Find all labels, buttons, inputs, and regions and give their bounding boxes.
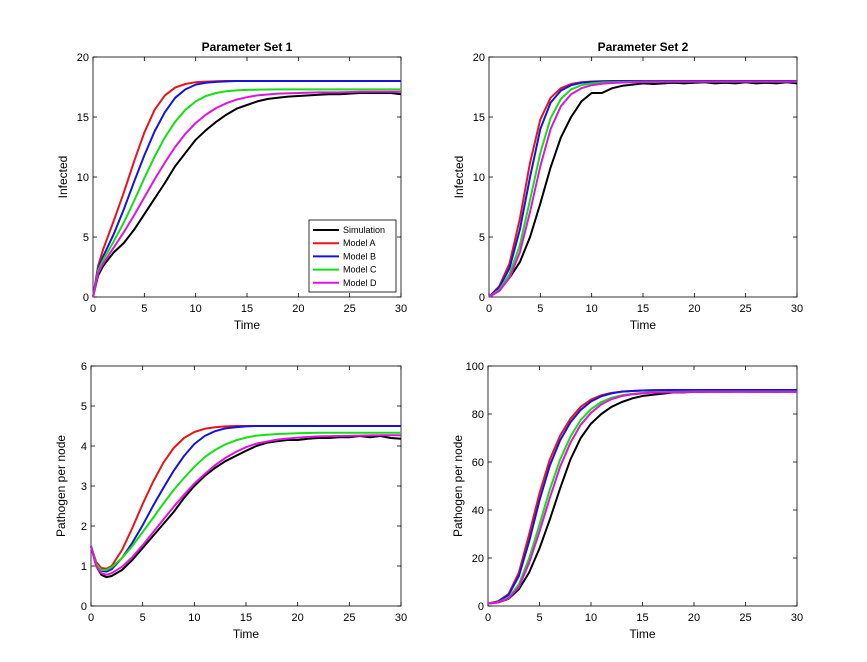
panel-title: Parameter Set 2	[598, 40, 689, 54]
x-axis-label: Time	[233, 627, 260, 641]
legend-label-model-a: Model A	[343, 238, 376, 248]
x-tick-label: 15	[241, 303, 253, 315]
x-tick-label: 0	[90, 303, 96, 315]
y-tick-label: 100	[466, 361, 484, 373]
x-tick-label: 0	[486, 303, 492, 315]
legend-label-simulation: Simulation	[343, 225, 385, 235]
series-line-model-b	[487, 389, 797, 605]
panel-title: Parameter Set 1	[202, 40, 293, 54]
y-tick-label: 20	[472, 553, 484, 565]
x-tick-label: 10	[586, 303, 598, 315]
legend: Simulation Model A Model B Model C Model…	[308, 219, 397, 293]
y-tick-label: 0	[478, 601, 484, 613]
x-tick-label: 20	[688, 612, 700, 624]
series-line-simulation	[90, 435, 402, 579]
x-tick-label: 30	[395, 303, 407, 315]
y-tick-label: 1	[81, 561, 87, 573]
x-tick-label: 25	[740, 303, 752, 315]
y-tick-label: 0	[479, 292, 485, 304]
series-line-model-b	[90, 425, 401, 573]
x-tick-label: 0	[88, 612, 94, 624]
y-axis-label: Infected	[452, 156, 466, 199]
y-tick-label: 20	[473, 52, 485, 64]
x-axis-label: Time	[234, 318, 261, 332]
x-tick-label: 25	[343, 612, 355, 624]
x-axis-label: Time	[629, 627, 656, 641]
legend-label-model-d: Model D	[343, 278, 377, 288]
x-tick-label: 25	[344, 303, 356, 315]
x-tick-label: 5	[537, 303, 543, 315]
y-tick-label: 0	[81, 601, 87, 613]
x-tick-label: 10	[190, 303, 202, 315]
y-tick-label: 5	[83, 232, 89, 244]
y-tick-label: 10	[473, 172, 485, 184]
x-tick-label: 0	[485, 612, 491, 624]
series-line-model-b	[92, 80, 401, 298]
series-line-model-d	[488, 80, 797, 298]
legend-label-model-b: Model B	[343, 251, 376, 261]
y-axis-label: Pathogen per node	[451, 435, 465, 537]
x-axis-label: Time	[630, 318, 657, 332]
y-tick-label: 5	[81, 401, 87, 413]
y-tick-label: 80	[472, 409, 484, 421]
series-line-model-c	[92, 88, 401, 298]
x-tick-label: 5	[141, 303, 147, 315]
series-line-model-d	[487, 390, 797, 605]
x-tick-label: 30	[395, 612, 407, 624]
y-tick-label: 0	[83, 292, 89, 304]
x-tick-label: 30	[791, 303, 803, 315]
x-tick-label: 30	[791, 612, 803, 624]
y-tick-label: 2	[81, 521, 87, 533]
x-tick-label: 20	[292, 612, 304, 624]
x-tick-label: 20	[292, 303, 304, 315]
panel-parameter-set-1-pathogen: 0 5 10 15 20 25 30 0 1 2 3 4 5 6 Time Pathogen per node	[54, 361, 407, 641]
x-tick-label: 10	[585, 612, 597, 624]
panel-parameter-set-2-infected: 0 5 10 15 20 25 30 0 5 10 15 20 Parameter Set 2 Time I…	[452, 40, 803, 332]
panel-parameter-set-2-pathogen: 0 5 10 15 20 25 30 0 20 40 60 80 100 Time Pathogen per…	[451, 361, 803, 641]
series-line-model-d	[90, 434, 401, 576]
legend-label-model-c: Model C	[343, 265, 377, 275]
y-tick-label: 15	[77, 112, 89, 124]
y-tick-label: 6	[81, 361, 87, 373]
y-tick-label: 3	[81, 481, 87, 493]
y-tick-label: 5	[479, 232, 485, 244]
y-axis-label: Infected	[56, 156, 70, 199]
series-line-model-d	[92, 90, 401, 298]
y-tick-label: 20	[77, 52, 89, 64]
y-axis-label: Pathogen per node	[54, 435, 68, 537]
panel-parameter-set-1-infected: 0 5 10 15 20 25 30 0 5 10 15 20 Parameter Set 1 Time I…	[56, 40, 407, 332]
x-tick-label: 10	[188, 612, 200, 624]
y-tick-label: 40	[472, 505, 484, 517]
y-tick-label: 60	[472, 457, 484, 469]
x-tick-label: 15	[240, 612, 252, 624]
y-tick-label: 4	[81, 441, 87, 453]
x-tick-label: 5	[536, 612, 542, 624]
y-tick-label: 10	[77, 172, 89, 184]
x-tick-label: 5	[140, 612, 146, 624]
series-line-model-c	[90, 431, 401, 571]
y-tick-label: 15	[473, 112, 485, 124]
x-tick-label: 15	[636, 612, 648, 624]
x-tick-label: 15	[637, 303, 649, 315]
x-tick-label: 20	[688, 303, 700, 315]
x-tick-label: 25	[739, 612, 751, 624]
series-line-simulation	[92, 92, 402, 298]
